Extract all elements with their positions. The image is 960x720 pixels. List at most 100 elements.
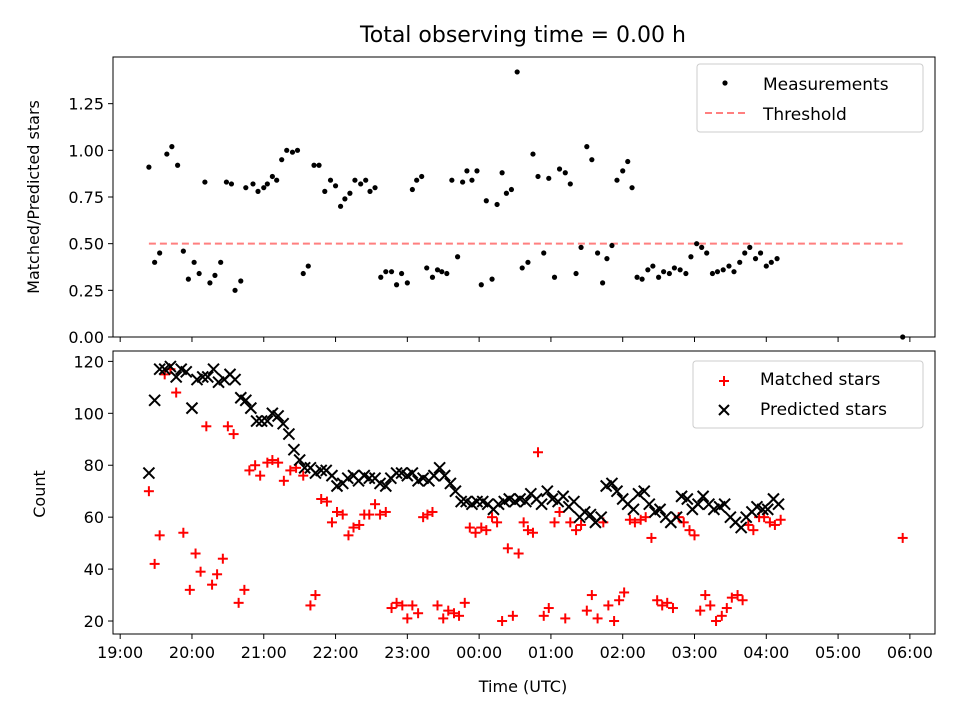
measurement-point bbox=[180, 248, 186, 254]
matched-star-point bbox=[195, 566, 206, 577]
predicted-star-point bbox=[148, 394, 161, 407]
y-tick-label: 1.00 bbox=[68, 141, 104, 160]
measurement-point bbox=[683, 270, 689, 277]
x-b bbox=[696, 490, 710, 503]
predicted-star-point bbox=[201, 370, 214, 384]
predicted-star-point bbox=[271, 409, 285, 423]
predicted-star-point bbox=[541, 484, 554, 498]
measurement-point bbox=[645, 267, 651, 273]
matched-star-point bbox=[348, 522, 359, 533]
measurement-point bbox=[250, 181, 256, 187]
x-tick-label: 00:00 bbox=[456, 643, 502, 662]
x-b bbox=[761, 503, 774, 516]
x-b bbox=[718, 497, 731, 511]
measurement-point bbox=[671, 265, 678, 271]
matched-star-point bbox=[775, 514, 786, 525]
predicted-star-point bbox=[627, 503, 640, 516]
matched-star-point bbox=[370, 499, 381, 510]
x-b bbox=[476, 495, 489, 508]
x-b bbox=[250, 414, 263, 428]
measurement-point bbox=[556, 166, 563, 172]
predicted-star-point bbox=[670, 510, 683, 524]
predicted-star-point bbox=[470, 495, 484, 508]
x-b bbox=[164, 360, 177, 373]
matched-star-point bbox=[427, 506, 438, 517]
x-b bbox=[734, 521, 748, 534]
predicted-star-point bbox=[298, 461, 311, 475]
predicted-star-point bbox=[261, 414, 274, 428]
matched-star-point bbox=[678, 517, 689, 528]
measurement-point bbox=[666, 270, 672, 277]
measurement-point bbox=[625, 158, 631, 165]
x-b bbox=[228, 373, 242, 386]
measurement-point bbox=[439, 269, 445, 275]
matched-star-point bbox=[184, 584, 195, 595]
measurement-point bbox=[311, 162, 317, 168]
matched-star-point bbox=[407, 600, 418, 611]
measurement-point bbox=[742, 250, 748, 256]
measurement-point bbox=[752, 256, 759, 262]
x-tick-label: 02:00 bbox=[600, 643, 646, 662]
x-tick-label: 19:00 bbox=[97, 643, 143, 662]
measurement-point bbox=[305, 263, 311, 269]
matched-star-point bbox=[619, 587, 630, 598]
matched-star-point bbox=[518, 517, 529, 528]
measurement-point bbox=[337, 203, 344, 209]
x-b bbox=[427, 469, 441, 482]
measurement-point bbox=[419, 173, 425, 180]
matched-star-point bbox=[233, 597, 244, 608]
measurement-point bbox=[207, 280, 213, 286]
x-b bbox=[756, 503, 769, 516]
matched-star-point bbox=[413, 608, 424, 619]
predicted-star-point bbox=[605, 477, 619, 490]
x-b bbox=[643, 497, 656, 511]
x-b bbox=[271, 409, 285, 423]
measurement-point bbox=[185, 276, 191, 282]
matched-star-point bbox=[689, 530, 700, 541]
bottom-plot-frame bbox=[112, 350, 936, 635]
x-b bbox=[406, 466, 419, 480]
predicted-star-point bbox=[180, 365, 193, 378]
x-b bbox=[207, 362, 220, 376]
measurement-point bbox=[232, 287, 238, 293]
x-b bbox=[153, 362, 166, 376]
predicted-star-point bbox=[638, 484, 651, 498]
x-tick-label: 22:00 bbox=[312, 643, 358, 662]
x-b bbox=[584, 508, 597, 521]
measurement-point bbox=[322, 188, 328, 194]
x-b bbox=[681, 492, 694, 506]
measurement-point bbox=[609, 242, 615, 249]
matched-star-point bbox=[705, 600, 716, 611]
measurement-point bbox=[688, 254, 694, 260]
matched-star-point bbox=[635, 514, 646, 525]
x-tick-label: 23:00 bbox=[384, 643, 430, 662]
x-b bbox=[460, 495, 473, 508]
measurement-point bbox=[634, 274, 640, 280]
measurement-point bbox=[352, 177, 358, 183]
measurement-point bbox=[525, 259, 531, 265]
matched-star-point bbox=[228, 429, 239, 440]
measurement-point bbox=[191, 259, 197, 265]
matched-star-point bbox=[565, 517, 576, 528]
measurement-point bbox=[714, 269, 721, 275]
matched-star-point bbox=[178, 527, 189, 538]
predicted-star-point bbox=[584, 508, 597, 521]
predicted-star-point bbox=[164, 360, 177, 373]
measurement-point bbox=[709, 270, 716, 277]
measurement-point bbox=[514, 69, 520, 75]
measurement-point bbox=[444, 270, 450, 277]
x-b bbox=[691, 497, 705, 511]
matched-star-point bbox=[262, 457, 273, 468]
measurement-point bbox=[594, 250, 601, 256]
predicted-star-point bbox=[250, 414, 263, 428]
x-b bbox=[142, 466, 156, 480]
x-b bbox=[287, 443, 301, 456]
predicted-star-point bbox=[519, 495, 533, 508]
matched-star-point bbox=[154, 530, 165, 541]
legend-marker-measurements bbox=[722, 80, 728, 86]
matched-star-point bbox=[732, 590, 743, 601]
matched-star-point bbox=[748, 525, 759, 536]
predicted-star-point bbox=[282, 427, 296, 441]
x-b bbox=[373, 477, 387, 490]
measurement-point bbox=[768, 259, 774, 265]
